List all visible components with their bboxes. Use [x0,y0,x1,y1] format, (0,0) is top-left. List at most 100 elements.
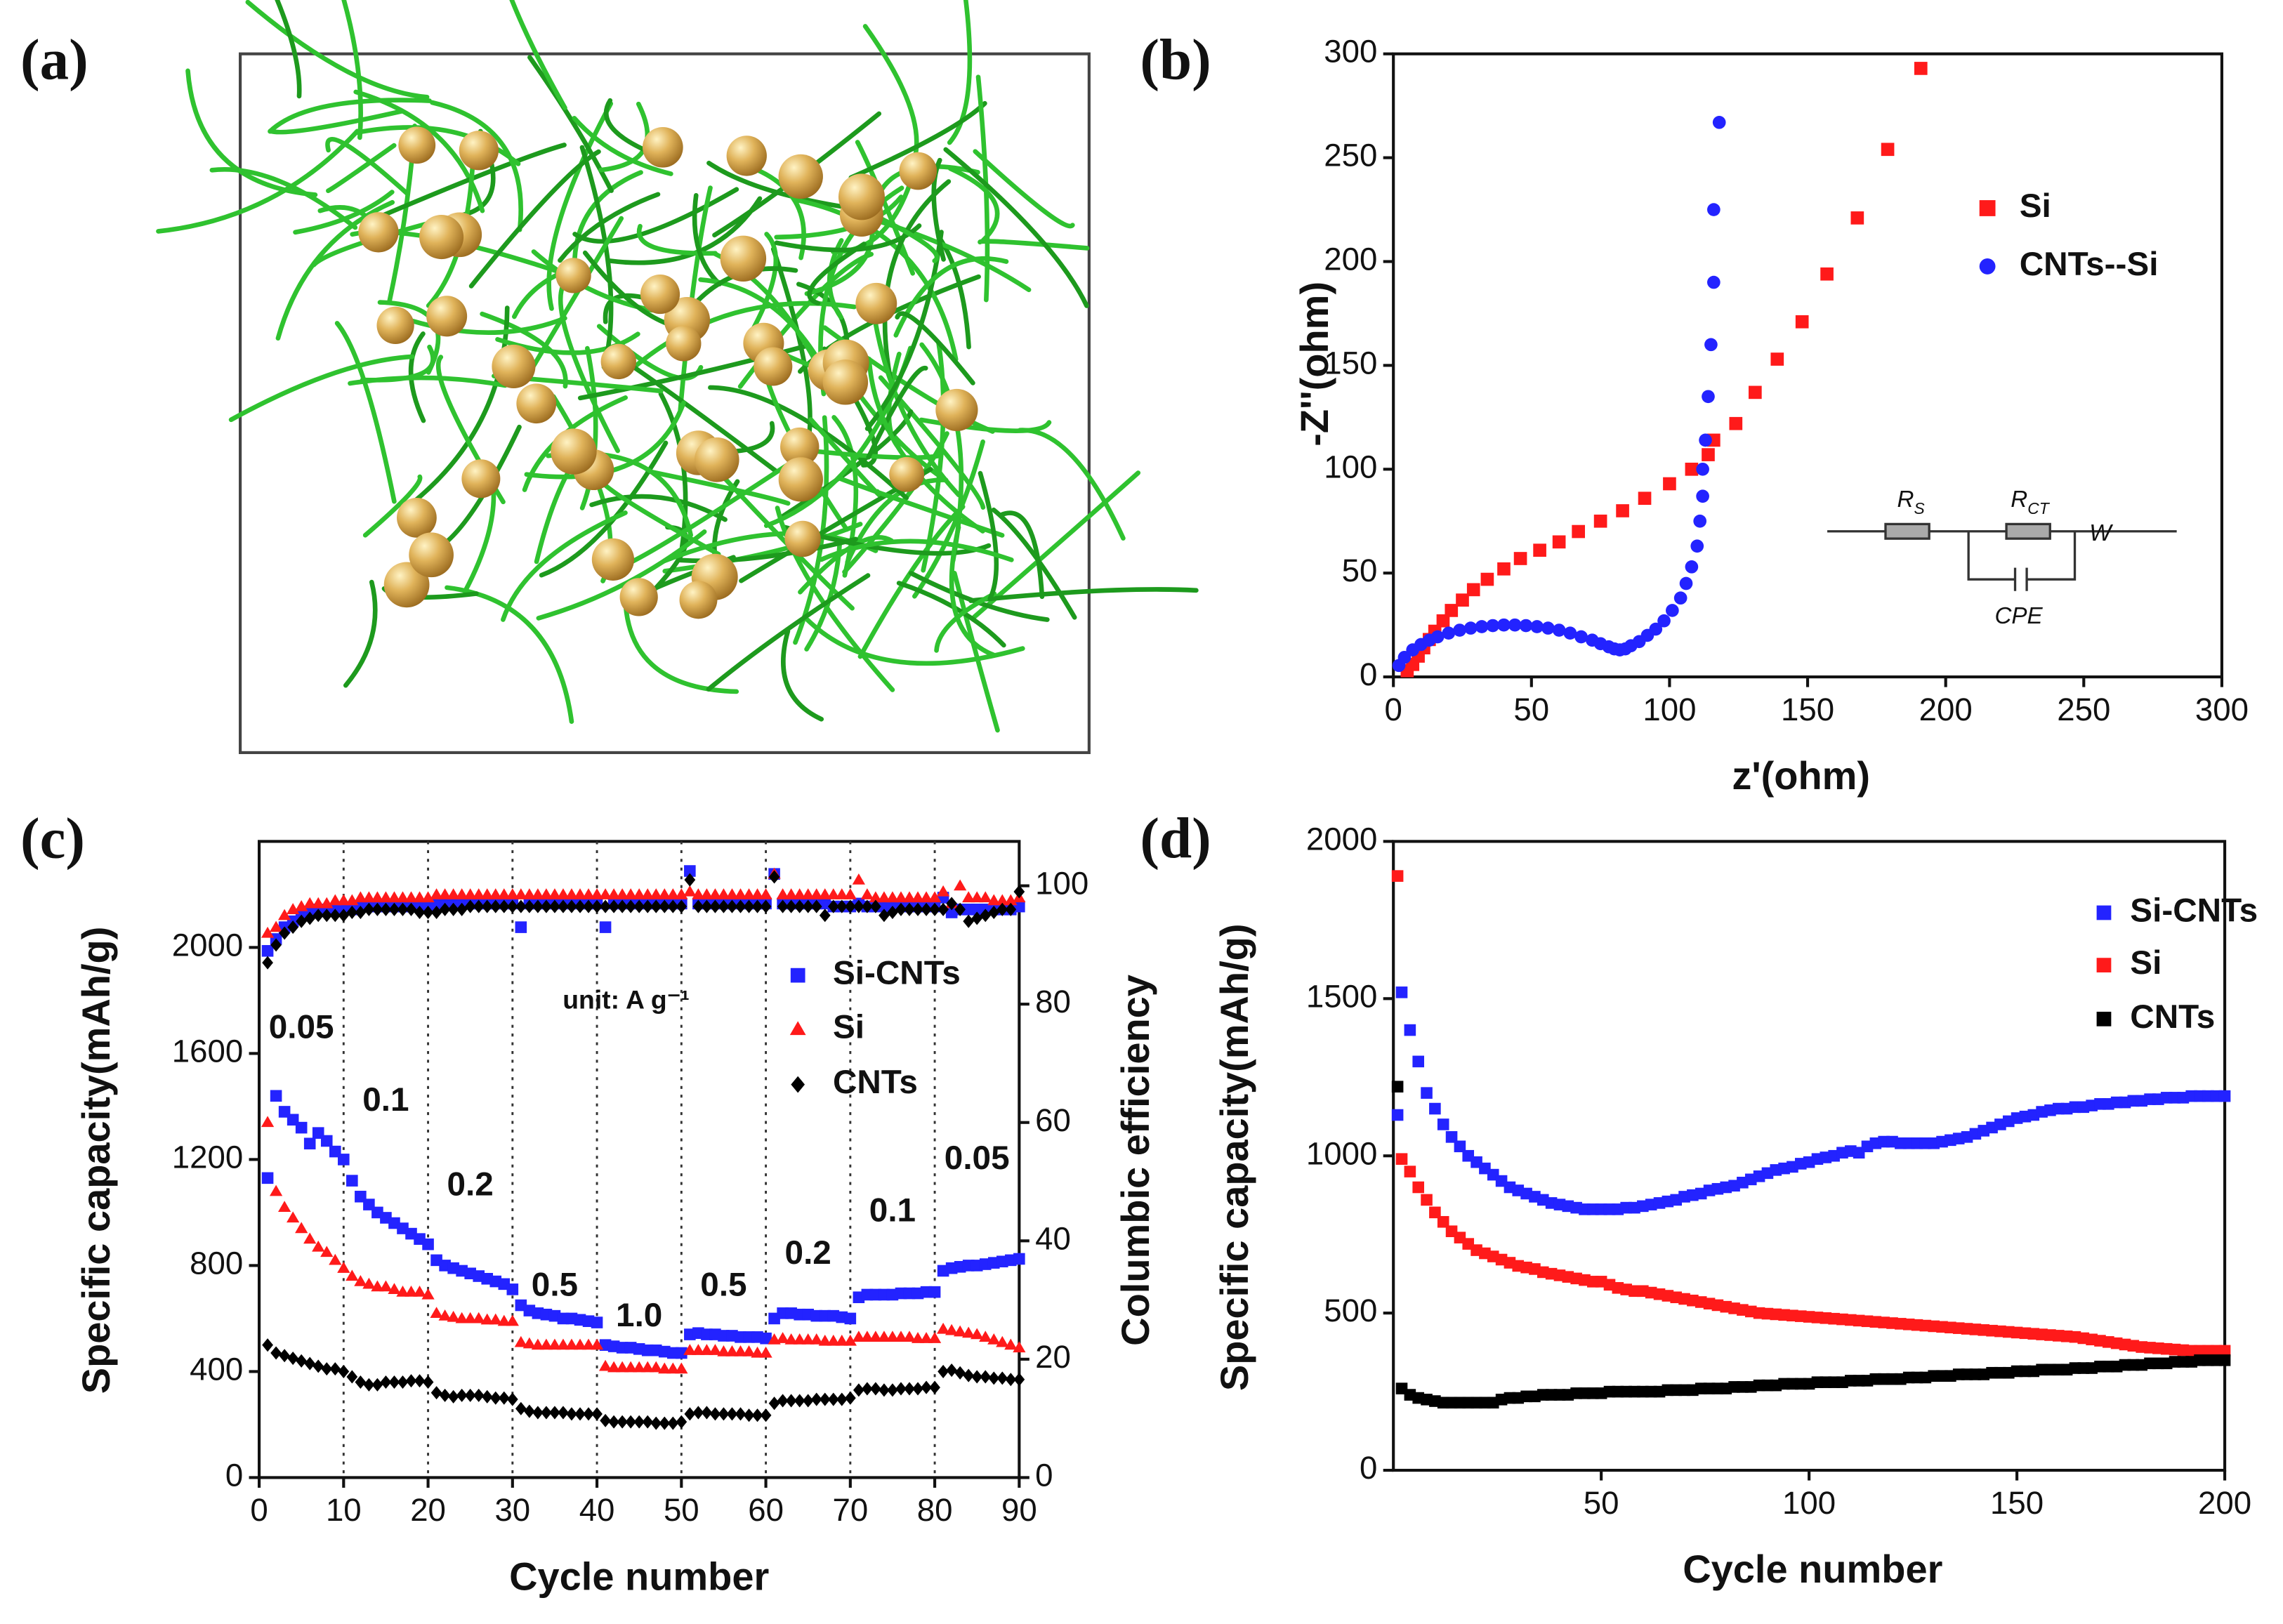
marker [388,1283,401,1295]
particle [694,437,739,482]
marker [819,1392,831,1406]
particle [619,578,658,616]
marker [1013,1341,1026,1353]
marker [937,1364,949,1378]
marker [574,899,586,913]
marker [844,899,856,913]
marker [1013,1373,1025,1387]
marker [581,1338,596,1350]
marker [396,891,409,903]
marker [1881,143,1895,157]
marker [548,1338,562,1350]
marker [963,914,975,928]
marker [388,891,401,903]
marker [929,1380,940,1394]
x-tick-label: 90 [1001,1492,1037,1528]
y-tick-label: 0 [1360,656,1377,692]
marker [422,1238,434,1250]
marker [269,1184,283,1196]
marker [447,888,460,899]
circuit-label: RS [1897,487,1925,517]
marker [312,1359,324,1373]
y-axis-label: Specific capacity(mAh/g) [1212,923,1256,1391]
marker [870,899,881,913]
fiber [343,579,378,688]
marker [558,899,569,913]
marker [980,909,992,923]
fiber [245,0,430,100]
marker [945,1323,959,1335]
marker [531,1338,545,1350]
marker [928,1332,942,1343]
marker [971,891,984,903]
marker [565,888,579,899]
marker [346,1269,359,1281]
rate-label: 0.1 [362,1081,409,1118]
marker [692,899,704,913]
marker [886,1331,900,1342]
marker [522,1337,536,1349]
marker [650,1416,662,1430]
marker [860,1331,874,1342]
marker [522,888,536,899]
legend-label: CNTs [2130,998,2215,1036]
marker [338,1154,350,1166]
marker [996,902,1008,916]
marker [1696,462,1709,476]
particle [666,326,702,362]
marker [659,899,671,913]
marker [497,888,511,899]
marker [726,899,738,913]
marker [404,1286,418,1297]
marker [776,1332,789,1343]
marker [480,1313,494,1325]
marker [1572,524,1585,539]
circuit-label: W [2089,520,2113,546]
marker [1466,583,1480,597]
marker [887,905,898,920]
marker [531,888,545,899]
marker [818,1334,831,1346]
particle [591,538,635,581]
marker [895,902,907,916]
marker [269,920,283,932]
marker [692,1406,704,1420]
marker [312,897,325,909]
marker [346,1370,358,1384]
x-tick-label: 80 [917,1492,953,1528]
marker [735,899,746,913]
marker [262,956,273,970]
marker [270,1090,282,1102]
marker [810,888,823,899]
fiber [268,109,404,135]
marker [1563,626,1577,640]
fiber [869,211,940,263]
x-tick-label: 60 [748,1492,784,1528]
fiber [462,482,496,594]
x-tick-label: 0 [1385,692,1402,727]
marker [279,926,291,940]
marker [760,1408,772,1422]
marker [405,902,417,916]
marker [539,1338,553,1350]
marker [810,1333,823,1345]
particle [492,344,536,388]
y-tick-label: 500 [1324,1293,1377,1328]
marker [1437,1215,1449,1228]
marker [996,1371,1008,1385]
marker [1430,630,1445,644]
y-tick-label: 0 [1360,1450,1377,1486]
marker [785,1394,797,1408]
x-tick-label: 150 [1781,692,1834,727]
marker [1702,448,1715,461]
marker [329,1362,341,1376]
marker [566,899,577,913]
marker [573,1338,587,1350]
marker [936,1322,950,1334]
marker [608,899,619,913]
fiber [156,128,360,234]
marker [591,1316,603,1328]
fiber [973,149,1075,229]
marker [835,888,848,899]
marker [354,1274,367,1286]
